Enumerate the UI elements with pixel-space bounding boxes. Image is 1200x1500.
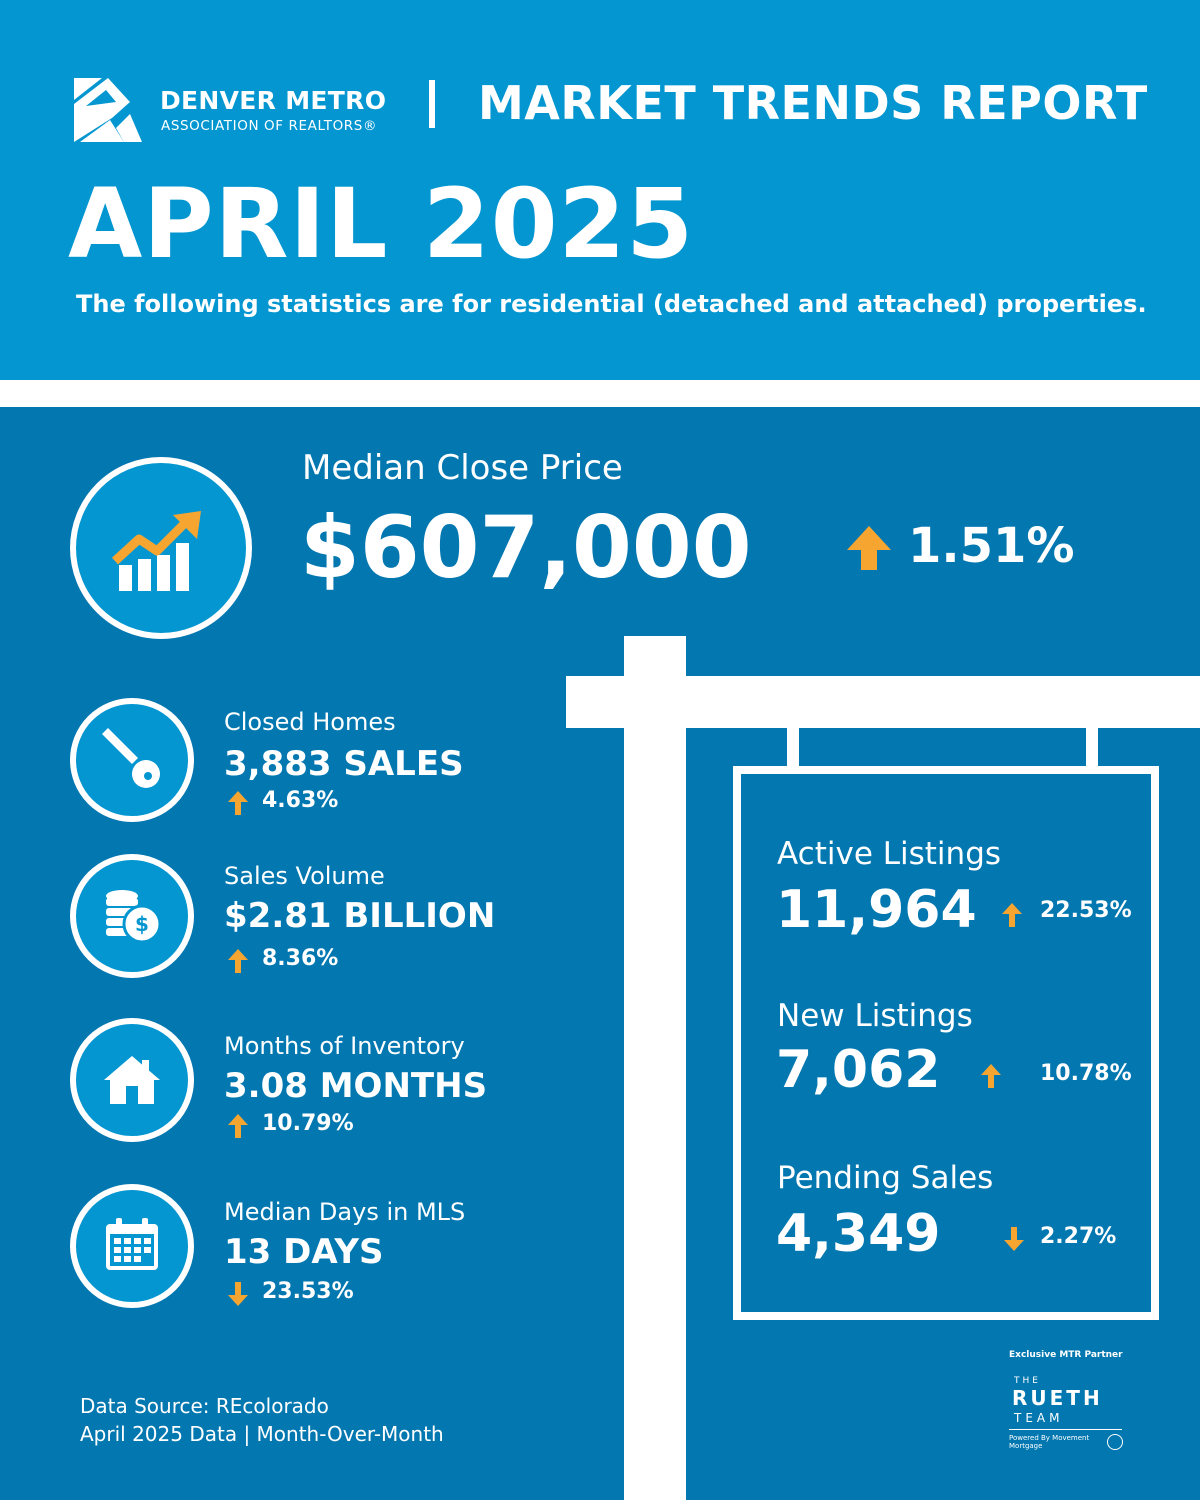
stat-change-days-in-mls: 23.53% <box>262 1279 354 1304</box>
sign-change-pending-sales: 2.27% <box>1040 1224 1117 1249</box>
median-price-icon-circle <box>70 457 252 639</box>
stat-label-sales-volume: Sales Volume <box>224 862 385 890</box>
median-price-value: $607,000 <box>300 498 752 598</box>
stat-label-inventory: Months of Inventory <box>224 1032 465 1060</box>
stat-change-sales-volume: 8.36% <box>262 946 339 971</box>
sign-board <box>733 766 1159 1320</box>
partner-label: Exclusive MTR Partner <box>1009 1350 1123 1360</box>
partner-team: TEAM <box>1014 1411 1064 1425</box>
stat-change-closed-homes: 4.63% <box>262 788 339 813</box>
sign-change-new-listings: 10.78% <box>1040 1061 1132 1086</box>
coins-icon: $ <box>106 890 162 944</box>
arrow-up-icon <box>847 526 891 570</box>
report-title: MARKET TRENDS REPORT <box>478 76 1148 130</box>
rueth-team-logo: THE RUETH TEAM Powered By Movement Mortg… <box>1009 1376 1124 1456</box>
stat-value-closed-homes: 3,883 SALES <box>224 744 464 784</box>
sign-label-active-listings: Active Listings <box>777 836 1002 872</box>
arrow-up-icon <box>981 1064 1001 1088</box>
arrow-up-icon <box>228 1114 248 1138</box>
movement-mortgage-icon <box>1107 1434 1123 1450</box>
calendar-icon <box>106 1218 158 1270</box>
stat-value-days-in-mls: 13 DAYS <box>224 1232 384 1272</box>
dmar-logo-icon <box>74 78 142 142</box>
arrow-down-icon <box>1004 1227 1024 1251</box>
sign-arm <box>566 676 1200 728</box>
key-icon <box>102 728 160 788</box>
stat-label-closed-homes: Closed Homes <box>224 708 396 736</box>
sign-label-new-listings: New Listings <box>777 998 973 1034</box>
intro-text: The following statistics are for residen… <box>76 290 1147 318</box>
sales-volume-icon-circle: $ <box>70 854 194 978</box>
arrow-up-icon <box>228 949 248 973</box>
report-month: APRIL 2025 <box>68 168 695 280</box>
sign-value-pending-sales: 4,349 <box>776 1204 941 1264</box>
inventory-icon-circle <box>70 1018 194 1142</box>
sign-value-new-listings: 7,062 <box>776 1040 941 1100</box>
median-price-label: Median Close Price <box>302 448 623 488</box>
stat-change-inventory: 10.79% <box>262 1111 354 1136</box>
sign-hook-left <box>787 728 799 768</box>
arrow-down-icon <box>228 1282 248 1306</box>
median-price-change: 1.51% <box>908 518 1075 574</box>
sign-label-pending-sales: Pending Sales <box>777 1160 994 1196</box>
sign-hook-right <box>1086 728 1098 768</box>
arrow-up-icon <box>228 791 248 815</box>
growth-chart-icon <box>111 511 201 591</box>
svg-text:$: $ <box>135 912 149 936</box>
partner-name: RUETH <box>1012 1386 1103 1410</box>
house-icon <box>104 1056 160 1104</box>
stat-value-sales-volume: $2.81 BILLION <box>224 896 496 936</box>
data-period-line: April 2025 Data | Month-Over-Month <box>80 1422 444 1446</box>
sign-value-active-listings: 11,964 <box>776 880 977 940</box>
stat-label-days-in-mls: Median Days in MLS <box>224 1198 466 1226</box>
org-subtitle: ASSOCIATION OF REALTORS® <box>161 118 378 134</box>
partner-the: THE <box>1014 1376 1041 1386</box>
header-banner <box>0 0 1200 380</box>
partner-powered-by: Powered By Movement Mortgage <box>1009 1434 1090 1450</box>
sign-post <box>624 636 686 1500</box>
org-name: DENVER METRO <box>160 86 387 115</box>
stat-value-inventory: 3.08 MONTHS <box>224 1066 488 1106</box>
partner-rule <box>1009 1429 1122 1430</box>
data-source-line: Data Source: REcolorado <box>80 1394 329 1418</box>
arrow-up-icon <box>1002 903 1022 927</box>
header-divider <box>0 380 1200 407</box>
data-source: Data Source: REcolorado April 2025 Data … <box>80 1392 444 1448</box>
sign-change-active-listings: 22.53% <box>1040 898 1132 923</box>
closed-homes-icon-circle <box>70 698 194 822</box>
title-separator <box>429 80 435 128</box>
days-in-mls-icon-circle <box>70 1184 194 1308</box>
